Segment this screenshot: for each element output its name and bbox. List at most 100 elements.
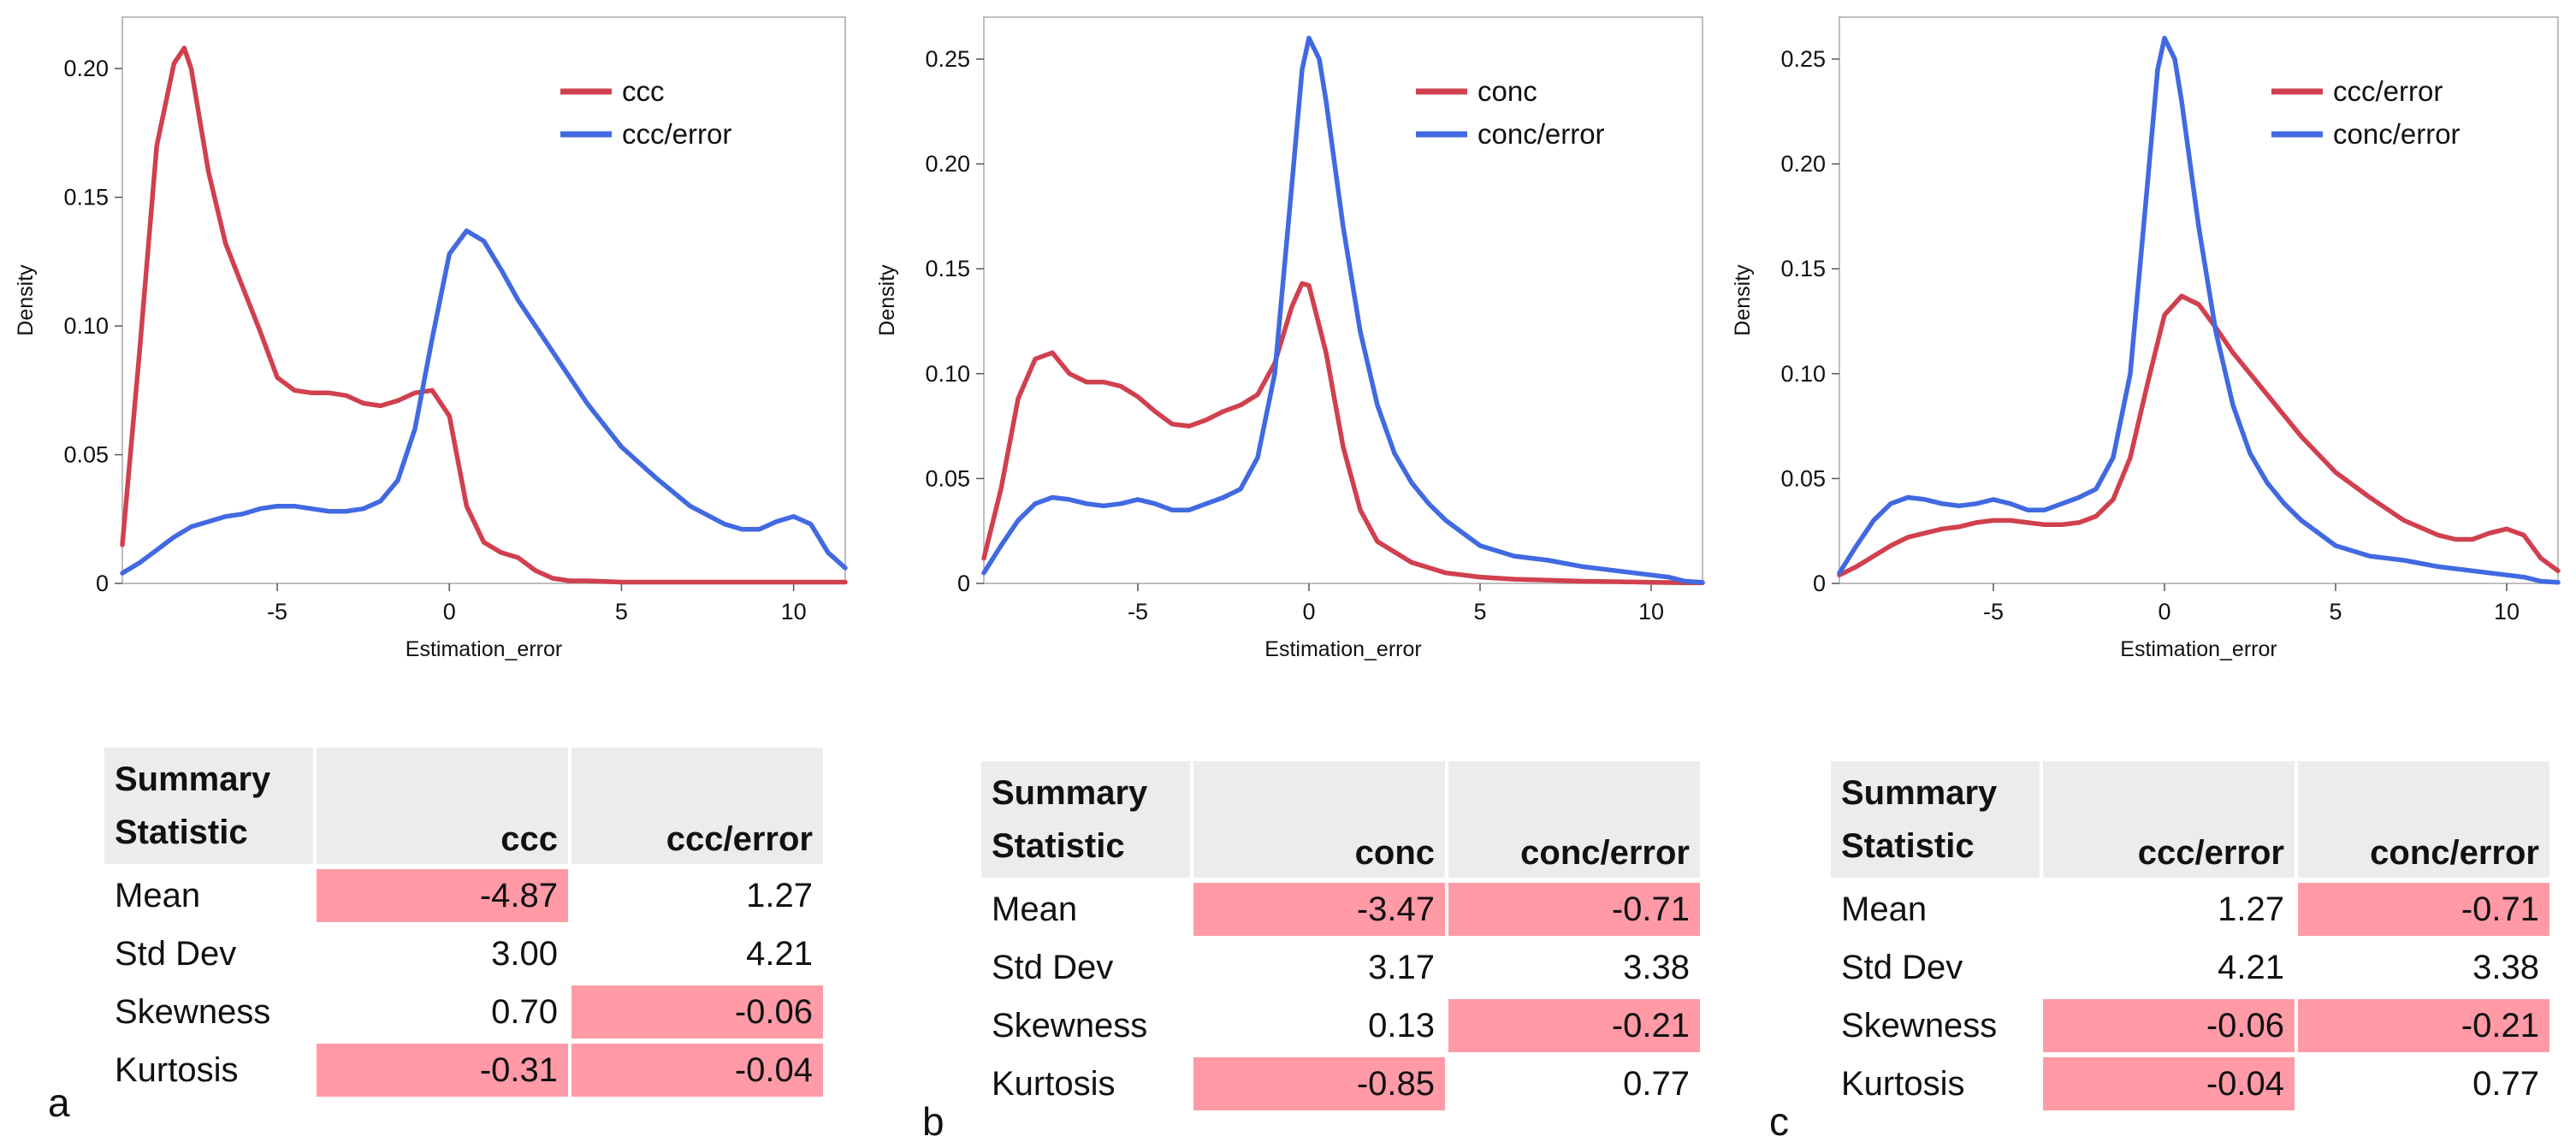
table-row: Mean 1.27 -0.71 (1831, 883, 2549, 936)
y-tick-label: 0.20 (63, 56, 109, 81)
legend-label-1: conc/error (2333, 118, 2461, 150)
table-cell: 0.70 (491, 992, 558, 1031)
table-cell: -0.85 (1193, 1057, 1445, 1110)
chart-b: -5 0 5 10 0 0.05 0.10 0.15 0.20 0.25 Estimation_er… (875, 16, 1705, 661)
y-tick-label: 0.10 (925, 361, 970, 387)
table-row: Skewness 0.70 -0.06 (104, 985, 823, 1039)
y-axis-title: Density (14, 264, 38, 336)
table-cell: 3.38 (2472, 948, 2539, 986)
table-cell: -0.04 (2043, 1057, 2295, 1110)
series-line-0 (120, 45, 848, 585)
summary-table-b: Summary Statistic conc conc/error Mean -3.47-… (978, 756, 1703, 1115)
y-tick-label: 0.10 (1780, 361, 1826, 387)
table-cell: -0.31 (317, 1044, 568, 1097)
row-label: Kurtosis (115, 1050, 239, 1089)
x-axis-title: Estimation_error (1264, 637, 1421, 661)
table-cell: 1.27 (2218, 890, 2284, 928)
y-tick-label: 0.15 (925, 256, 970, 281)
y-tick-label: 0.15 (1780, 256, 1826, 281)
x-tick-label: 10 (2494, 599, 2520, 624)
y-tick-label: 0.20 (1780, 151, 1826, 177)
x-tick-label: -5 (267, 599, 287, 624)
plot-frame (1839, 16, 2559, 584)
row-label: Kurtosis (1841, 1064, 1965, 1103)
chart-c: -5 0 5 10 0 0.05 0.10 0.15 0.20 0.25 Estimation_er… (1731, 16, 2561, 661)
row-label: Skewness (1841, 1006, 1998, 1044)
table-corner-header: Summary Statistic (1831, 761, 2040, 878)
table-cell: 3.17 (1368, 948, 1435, 986)
y-tick-label: 0.05 (63, 442, 109, 468)
legend-label-0: ccc (622, 75, 665, 107)
series-line-1 (1837, 35, 2561, 585)
series-line-1 (120, 228, 848, 576)
column-header: ccc/error (2043, 761, 2295, 878)
table-cell: -0.06 (571, 985, 823, 1039)
table-cell: 0.13 (1368, 1006, 1435, 1044)
column-header: ccc/error (571, 748, 823, 864)
table-cell: 3.38 (1623, 948, 1690, 986)
row-label: Std Dev (992, 948, 1114, 986)
y-tick-label: 0.05 (1780, 465, 1826, 491)
table-row: Kurtosis -0.85 0.77 (981, 1057, 1700, 1110)
density-charts: -5 0 5 10 0 0.05 0.10 0.15 0.20 Estimation_error D… (14, 16, 2561, 661)
table-cell: 1.27 (746, 876, 813, 914)
x-tick-label: 0 (2158, 599, 2170, 624)
series-line-1 (981, 35, 1705, 585)
y-tick-label: 0 (957, 571, 970, 596)
column-header: ccc (317, 748, 568, 864)
x-tick-label: -5 (1983, 599, 2004, 624)
y-tick-label: 0.25 (1780, 46, 1826, 72)
x-tick-label: -5 (1128, 599, 1148, 624)
y-tick-label: 0.10 (63, 313, 109, 339)
table-row: Skewness 0.13 -0.21 (981, 999, 1700, 1052)
row-label: Mean (1841, 890, 1928, 928)
summary-table-a: Summary Statistic ccc ccc/error Mean -4.87 1.2… (101, 743, 826, 1102)
legend-label-0: conc (1477, 75, 1537, 107)
row-label: Mean (115, 876, 201, 914)
table-row: Skewness -0.06 -0.21 (1831, 999, 2549, 1052)
table-cell: 4.21 (2218, 948, 2284, 986)
table-row: Kurtosis -0.04 0.77 (1831, 1057, 2549, 1110)
table-row: Kurtosis -0.31 -0.04 (104, 1044, 823, 1097)
y-axis-title: Density (875, 264, 899, 336)
x-tick-label: 5 (615, 599, 628, 624)
panel-label-b: b (922, 1099, 945, 1144)
x-tick-label: 5 (2329, 599, 2342, 624)
table-cell: -4.87 (317, 869, 568, 922)
legend-label-1: conc/error (1477, 118, 1605, 150)
panel-label-a: a (48, 1080, 70, 1125)
table-cell: -0.21 (2298, 999, 2549, 1052)
table-row: Mean -4.87 1.27 (104, 869, 823, 922)
table-row: Std Dev 4.21 3.38 (1831, 941, 2549, 994)
series-line-0 (1837, 293, 2561, 577)
table-corner-header: Summary Statistic (104, 748, 313, 864)
x-tick-label: 5 (1473, 599, 1486, 624)
row-label: Skewness (992, 1006, 1148, 1044)
y-tick-label: 0.20 (925, 151, 970, 177)
table-row: Std Dev 3.00 4.21 (104, 927, 823, 980)
x-axis-title: Estimation_error (2120, 637, 2277, 661)
table-cell: -3.47 (1193, 883, 1445, 936)
row-label: Skewness (115, 992, 271, 1031)
table-cell: 3.00 (491, 934, 558, 973)
chart-a: -5 0 5 10 0 0.05 0.10 0.15 0.20 Estimation_error D… (14, 16, 848, 661)
legend-label-0: ccc/error (2333, 75, 2443, 107)
x-tick-label: 0 (1302, 599, 1315, 624)
summary-table-c: Summary Statistic ccc/error conc/error Mean 1… (1827, 756, 2553, 1115)
table-cell: -0.06 (2043, 999, 2295, 1052)
y-tick-label: 0.05 (925, 465, 970, 491)
y-tick-label: 0.25 (925, 46, 970, 72)
panel-label-c: c (1769, 1099, 1789, 1144)
x-tick-label: 10 (781, 599, 807, 624)
row-label: Std Dev (1841, 948, 1963, 986)
row-label: Std Dev (115, 934, 237, 973)
row-label: Kurtosis (992, 1064, 1116, 1103)
y-axis-title: Density (1731, 264, 1755, 336)
column-header: conc/error (1448, 761, 1700, 878)
y-tick-label: 0 (96, 571, 109, 596)
table-row: Std Dev 3.17 3.38 (981, 941, 1700, 994)
column-header: conc/error (2298, 761, 2549, 878)
table-cell: -0.71 (1448, 883, 1700, 936)
x-tick-label: 0 (443, 599, 456, 624)
x-axis-title: Estimation_error (406, 637, 562, 661)
